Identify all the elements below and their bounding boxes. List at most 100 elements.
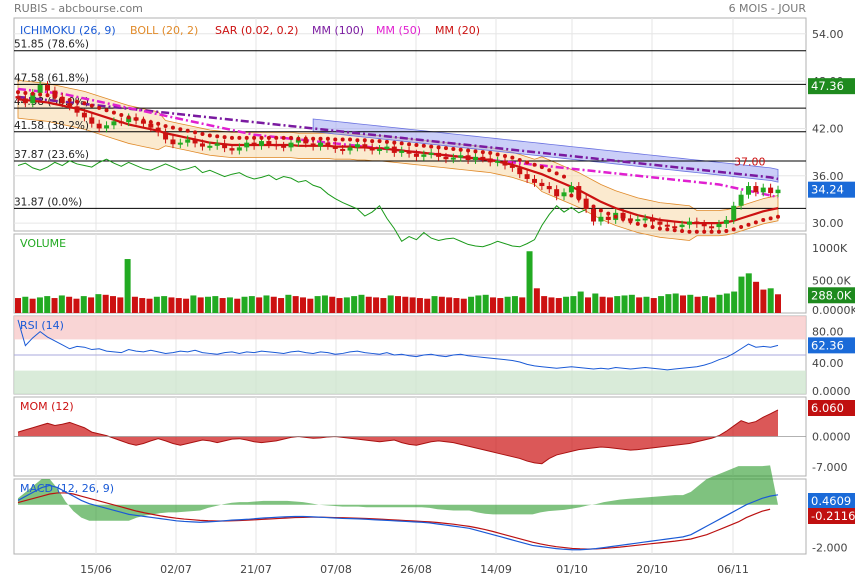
volume-bar — [190, 295, 197, 313]
volume-bar — [66, 296, 73, 313]
candle-body — [760, 187, 766, 193]
candle-body — [709, 226, 715, 229]
mom-badge-bg — [808, 400, 855, 416]
candle-body — [281, 145, 287, 148]
sar-dot — [584, 200, 589, 205]
candle-body — [369, 147, 375, 151]
candle-body — [310, 143, 316, 147]
volume-bar — [358, 294, 365, 313]
candle-body — [185, 139, 191, 143]
candle-body — [192, 139, 198, 144]
sar-dot — [355, 138, 360, 143]
macd-tick: -2.000 — [812, 542, 847, 555]
volume-bar — [307, 298, 314, 313]
x-axis-date: 02/07 — [160, 563, 192, 576]
volume-bar — [197, 297, 204, 313]
candle-body — [598, 216, 604, 222]
sar-dot — [377, 139, 382, 144]
sar-dot — [510, 155, 515, 160]
macd-signal-badge-bg — [808, 508, 855, 524]
sar-dot — [532, 162, 537, 167]
candle-body — [222, 143, 228, 149]
volume-bar — [373, 297, 380, 313]
volume-bar — [555, 298, 562, 313]
candle-body — [214, 143, 220, 146]
sar-dot — [716, 229, 721, 234]
ichimoku-chikou-line — [17, 158, 587, 248]
volume-bar — [387, 295, 394, 313]
volume-bar — [628, 294, 635, 313]
candle-body — [163, 132, 169, 140]
candle-body — [428, 152, 434, 155]
volume-bar — [102, 294, 109, 313]
sar-dot — [502, 154, 507, 159]
volume-bar — [511, 296, 518, 313]
volume-bar — [343, 297, 350, 313]
volume-bar — [212, 296, 219, 313]
volume-bar — [541, 296, 548, 313]
volume-bar — [51, 298, 58, 313]
volume-bar — [672, 293, 679, 313]
mom-tick: 0.0000 — [812, 431, 851, 444]
candle-body — [679, 224, 685, 228]
candle-body — [273, 144, 279, 147]
sar-dot — [45, 93, 50, 98]
candle-body — [642, 218, 648, 221]
candle-body — [517, 167, 523, 175]
volume-bar — [292, 296, 299, 313]
rsi-overbought-zone — [14, 316, 806, 340]
sar-dot — [761, 217, 766, 222]
sar-dot — [126, 115, 131, 120]
sar-dot — [414, 143, 419, 148]
volume-bar — [636, 297, 643, 313]
legend-ichimoku: ICHIMOKU (26, 9) — [20, 24, 116, 37]
candle-body — [591, 208, 597, 222]
volume-bar — [767, 288, 774, 313]
volume-bar — [183, 298, 190, 313]
sar-dot — [30, 91, 35, 96]
volume-bar — [29, 298, 36, 313]
sar-dot — [495, 152, 500, 157]
sar-dot — [52, 94, 57, 99]
candle-body — [104, 125, 110, 129]
volume-bar — [124, 259, 131, 313]
volume-bar — [365, 296, 372, 313]
volume-bar — [226, 297, 233, 313]
price-tick-label: 36.00 — [812, 170, 844, 183]
sar-dot — [621, 217, 626, 222]
sar-dot — [23, 90, 28, 95]
sar-dot — [222, 135, 227, 140]
sar-dot — [60, 96, 65, 101]
volume-bar — [606, 297, 613, 313]
volume-bar — [131, 296, 138, 313]
sar-dot — [318, 136, 323, 141]
volume-title: VOLUME — [20, 237, 66, 250]
sar-dot — [554, 171, 559, 176]
volume-bar — [643, 296, 650, 313]
fibo-label: 47.58 (61.8%) — [14, 72, 89, 84]
volume-bar — [175, 298, 182, 313]
volume-bar — [95, 294, 102, 313]
sar-dot — [370, 139, 375, 144]
volume-bar — [416, 298, 423, 313]
candle-body — [686, 221, 692, 225]
candle-body — [657, 221, 663, 225]
sar-dot — [325, 136, 330, 141]
volume-bar — [146, 298, 153, 313]
volume-bar — [731, 291, 738, 313]
candle-body — [118, 121, 124, 124]
volume-tick: 0.0000K — [812, 304, 855, 317]
macd-line — [17, 484, 779, 551]
candle-body — [568, 186, 574, 193]
sar-dot — [75, 99, 80, 104]
volume-bar — [431, 296, 438, 313]
volume-bar — [351, 296, 358, 313]
price-annotation: 37.00 — [734, 156, 766, 169]
candle-body — [576, 186, 582, 199]
candle-body — [413, 153, 419, 157]
volume-bar — [270, 296, 277, 313]
volume-bar — [599, 296, 606, 313]
legend-sar: SAR (0.02, 0.2) — [215, 24, 298, 37]
macd-badge: 0.4609 — [811, 494, 851, 508]
candle-body — [620, 212, 626, 219]
